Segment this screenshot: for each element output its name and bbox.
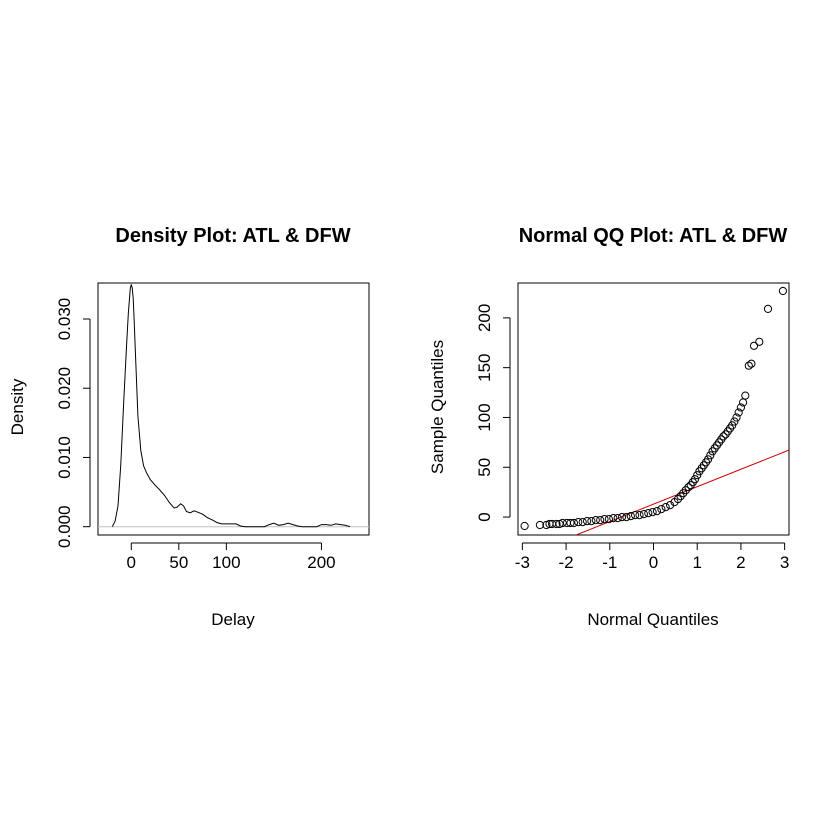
qq-point: [552, 519, 561, 529]
qq-x-tick-label: 1: [692, 553, 701, 572]
qq-point: [578, 518, 587, 527]
qq-x-tick-label: 0: [649, 553, 658, 572]
qq-point: [755, 337, 764, 346]
qq-point: [657, 505, 666, 514]
qq-point: [596, 516, 605, 525]
qq-x-tick-label: -2: [559, 553, 574, 572]
qq-point: [679, 489, 688, 498]
qq-point: [604, 515, 614, 524]
qq-point: [583, 517, 592, 526]
qq-point: [706, 451, 715, 460]
qq-point: [600, 515, 609, 524]
qq-x-tick-label: -3: [515, 553, 530, 572]
qq-point: [613, 514, 622, 523]
density-plot-area: 0 50 100 200 0.000 0.010 0.020 0.030: [55, 282, 370, 572]
qq-point: [520, 521, 529, 531]
qq-point: [747, 359, 756, 368]
qq-point: [749, 341, 759, 350]
density-x-axis-label: Delay: [211, 610, 255, 629]
qq-point: [666, 501, 675, 510]
qq-point: [719, 432, 728, 441]
qq-y-tick-label: 150: [475, 353, 494, 381]
qq-y-axis-label: Sample Quantiles: [428, 340, 447, 474]
qq-point: [558, 518, 567, 528]
density-y-tick-label: 0.000: [55, 505, 74, 548]
density-y-tick-label: 0.010: [55, 436, 74, 479]
qq-title: Normal QQ Plot: ATL & DFW: [519, 225, 788, 247]
qq-point: [566, 518, 575, 528]
qq-point: [639, 509, 649, 519]
qq-point: [535, 520, 545, 530]
qq-point: [631, 510, 640, 520]
qq-point: [736, 403, 746, 412]
qq-point: [730, 417, 739, 426]
qq-point: [569, 518, 579, 528]
qq-point: [644, 508, 653, 518]
qq-point: [591, 516, 600, 525]
density-plot-frame: [97, 282, 370, 536]
qq-point: [648, 507, 657, 517]
qq-x-tick-label: 3: [780, 553, 789, 572]
qq-plot-area: -3 -2 -1 0 1 2 3 0 50 100 150 200: [475, 282, 790, 572]
density-y-axis-label: Density: [8, 378, 27, 435]
density-x-tick-label: 200: [307, 553, 335, 572]
qq-point: [732, 413, 741, 422]
qq-x-axis-label: Normal Quantiles: [587, 610, 718, 629]
density-title: Density Plot: ATL & DFW: [115, 225, 350, 247]
density-y-tick-label: 0.020: [55, 367, 74, 410]
density-panel: Density Plot: ATL & DFW Delay Density 0 5…: [8, 225, 370, 629]
qq-point: [693, 471, 702, 480]
density-x-tick-label: 50: [169, 553, 188, 572]
qq-point: [617, 513, 627, 522]
qq-x-tick-label: -1: [602, 553, 617, 572]
qq-point: [734, 408, 743, 417]
density-x-tick-label: 100: [212, 553, 240, 572]
qq-point: [574, 518, 583, 527]
qq-point: [673, 495, 683, 504]
qq-y-tick-label: 100: [475, 403, 494, 431]
density-x-tick-label: 0: [127, 553, 136, 572]
qq-point: [763, 304, 773, 313]
qq-point: [626, 512, 635, 521]
qq-point: [661, 503, 670, 512]
qq-point: [728, 421, 737, 430]
qq-point: [704, 455, 713, 464]
qq-point: [587, 517, 596, 526]
qq-point: [652, 507, 662, 516]
qq-plot-frame: [517, 282, 790, 536]
qq-y-tick-label: 0: [475, 512, 494, 521]
qq-point: [778, 286, 788, 296]
qq-x-tick-label: 2: [736, 553, 745, 572]
qq-y-tick-label: 200: [475, 304, 494, 332]
density-curve: [111, 284, 351, 528]
qq-point: [741, 391, 750, 400]
qq-point: [681, 486, 690, 495]
qq-point: [676, 492, 685, 501]
density-y-tick-label: 0.030: [55, 298, 74, 341]
qq-panel: Normal QQ Plot: ATL & DFW Normal Quantil…: [428, 225, 790, 629]
qq-point: [684, 483, 693, 492]
qq-point: [622, 513, 631, 522]
qq-y-tick-label: 50: [475, 458, 494, 477]
qq-point: [744, 361, 753, 370]
qq-point: [635, 510, 644, 520]
qq-reference-line: [574, 449, 789, 535]
qq-point: [609, 514, 618, 523]
qq-point: [690, 475, 700, 484]
